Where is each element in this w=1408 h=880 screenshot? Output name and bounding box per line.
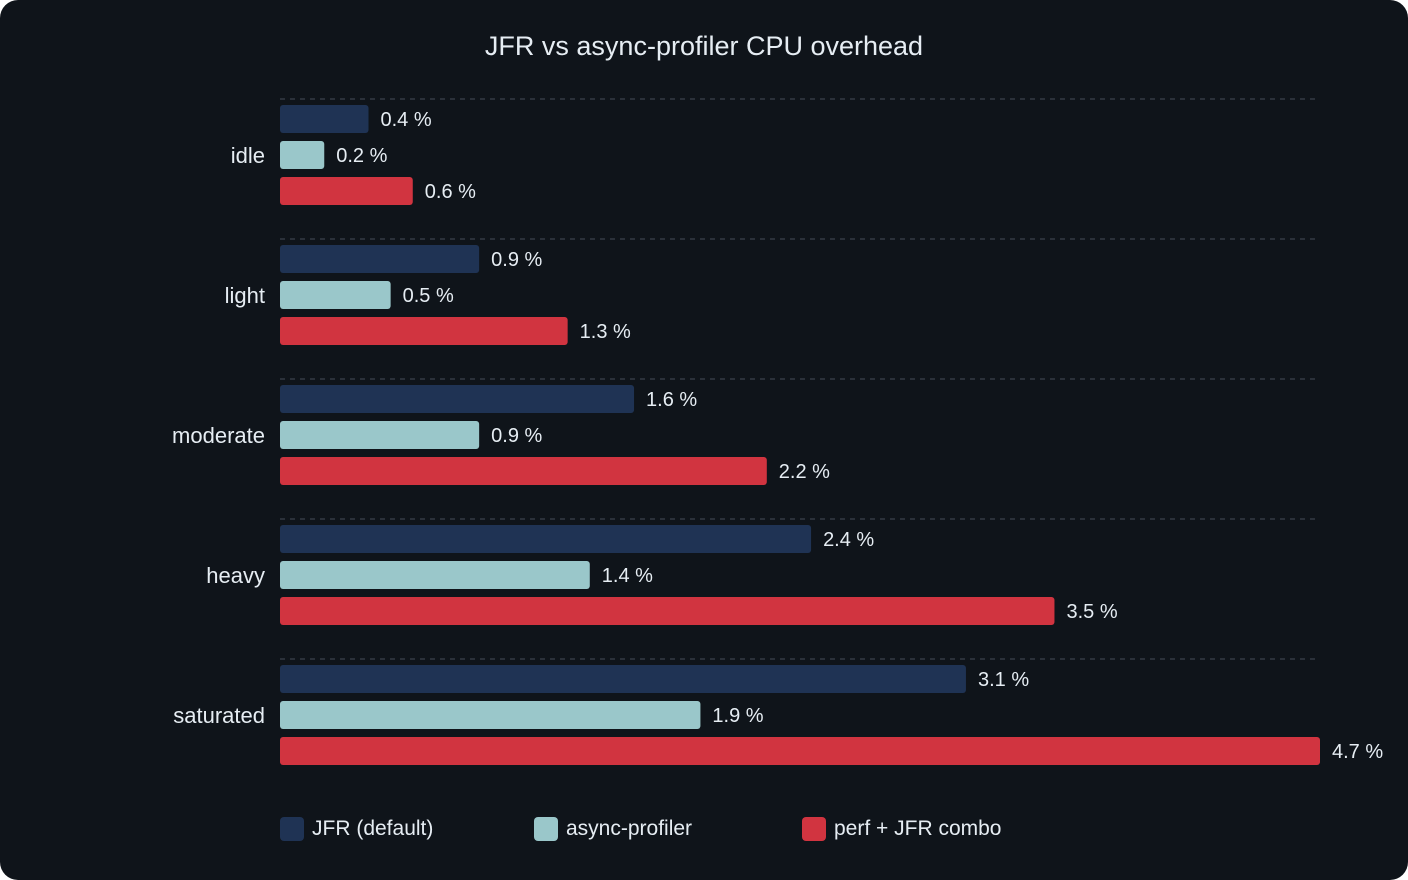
- bar-jfr-default-light: [280, 245, 480, 273]
- data-label-jfr-default-moderate: 1.6 %: [646, 389, 697, 411]
- data-label-perf-jfr-combo-saturated: 4.7 %: [1332, 741, 1383, 763]
- data-label-async-profiler-moderate: 0.9 %: [491, 425, 542, 447]
- category-label-light: light: [225, 283, 265, 308]
- legend-label-perf-jfr-combo: perf + JFR combo: [834, 817, 1002, 840]
- legend-label-async-profiler: async-profiler: [566, 817, 693, 840]
- data-label-jfr-default-saturated: 3.1 %: [978, 669, 1029, 691]
- data-label-jfr-default-heavy: 2.4 %: [823, 529, 874, 551]
- bar-async-profiler-saturated: [280, 701, 701, 729]
- data-label-jfr-default-idle: 0.4 %: [381, 109, 432, 131]
- bar-async-profiler-light: [280, 281, 391, 309]
- legend-swatch-perf-jfr-combo: [802, 817, 826, 841]
- bar-jfr-default-saturated: [280, 665, 966, 693]
- bar-perf-jfr-combo-heavy: [280, 597, 1055, 625]
- data-label-async-profiler-saturated: 1.9 %: [712, 705, 763, 727]
- category-label-moderate: moderate: [172, 423, 265, 448]
- data-label-async-profiler-heavy: 1.4 %: [602, 565, 653, 587]
- legend-item-perf-jfr-combo: perf + JFR combo: [802, 814, 1001, 844]
- legend-swatch-async-profiler: [534, 817, 558, 841]
- legend-label-jfr: JFR (default): [312, 817, 434, 840]
- data-label-perf-jfr-combo-heavy: 3.5 %: [1066, 601, 1117, 623]
- bar-async-profiler-moderate: [280, 421, 480, 449]
- bar-async-profiler-heavy: [280, 561, 590, 589]
- bar-perf-jfr-combo-moderate: [280, 457, 767, 485]
- bar-async-profiler-idle: [280, 141, 325, 169]
- bar-perf-jfr-combo-light: [280, 317, 568, 345]
- category-label-saturated: saturated: [173, 703, 265, 728]
- data-label-async-profiler-idle: 0.2 %: [336, 145, 387, 167]
- category-label-heavy: heavy: [206, 563, 265, 588]
- data-label-perf-jfr-combo-idle: 0.6 %: [425, 181, 476, 203]
- bar-perf-jfr-combo-saturated: [280, 737, 1320, 765]
- bar-jfr-default-moderate: [280, 385, 635, 413]
- category-label-idle: idle: [231, 143, 265, 168]
- data-label-perf-jfr-combo-light: 1.3 %: [580, 321, 631, 343]
- legend-item-jfr: JFR (default): [280, 814, 433, 844]
- data-label-jfr-default-light: 0.9 %: [491, 249, 542, 271]
- data-label-perf-jfr-combo-moderate: 2.2 %: [779, 461, 830, 483]
- bar-jfr-default-idle: [280, 105, 369, 133]
- data-label-async-profiler-light: 0.5 %: [403, 285, 454, 307]
- legend-swatch-jfr: [280, 817, 304, 841]
- bar-perf-jfr-combo-idle: [280, 177, 413, 205]
- legend-item-async-profiler: async-profiler: [534, 814, 692, 844]
- chart-title: JFR vs async-profiler CPU overhead: [484, 31, 924, 61]
- bar-jfr-default-heavy: [280, 525, 812, 553]
